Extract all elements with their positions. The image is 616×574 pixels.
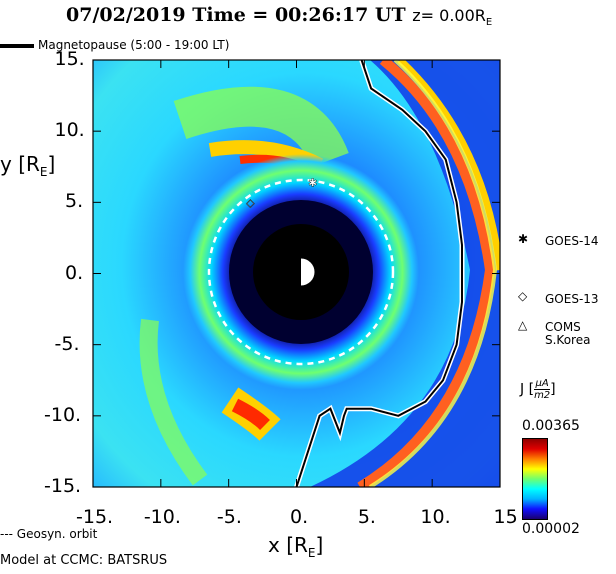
x-tick-label: -5. [216,506,242,528]
coms-label-korea: S.Korea [545,333,591,347]
colorbar [522,438,548,520]
colorbar-title: J [μA m2] [520,378,556,401]
earth-icon [286,257,316,287]
magnetopause-legend-label: Magnetopause (5:00 - 19:00 LT) [38,38,230,52]
x-tick-label: -10. [143,506,181,528]
magnetopause-line [295,60,463,487]
goes14-label: GOES-14 [545,234,599,248]
x-axis-title: x [RE] [268,533,324,560]
current-density-field [93,60,500,487]
x-tick-label: 5. [357,506,376,528]
colorbar-min-label: 0.00002 [522,521,580,537]
x-tick-label: -15. [76,506,114,528]
x-tick-label: 0. [290,506,309,528]
y-tick-label: -10. [44,403,82,426]
title-main: 07/02/2019 Time = 00:26:17 UT [66,4,406,26]
coms-label: COMS [545,320,581,334]
y-tick-label: -5. [54,332,80,355]
y-axis-title: y [RE] [0,152,56,179]
chart-title: 07/02/2019 Time = 00:26:17 UT z= 0.00RE [66,4,492,28]
title-z: z= 0.00RE [412,6,493,29]
coms-triangle-icon: △ [518,318,528,332]
y-tick-label: 5. [65,190,84,213]
y-tick-label: 10. [54,119,85,142]
goes13-diamond-icon: ◇ [518,289,528,303]
magnetopause-line-swatch [0,43,34,48]
x-tick-label: 10. [420,506,451,528]
goes13-label: GOES-13 [545,292,599,306]
y-tick-label: 15. [54,48,85,70]
y-tick-label: -15. [44,475,82,497]
magnetopause-legend: Magnetopause (5:00 - 19:00 LT) [0,38,229,52]
colorbar-max-label: 0.00365 [522,418,580,434]
goes-13-marker: ◇ [246,196,255,209]
geosync-orbit-line [207,178,395,366]
goes-14-marker: ✱ [308,176,317,189]
model-credit: Model at CCMC: BATSRUS [0,553,168,568]
y-tick-label: 0. [65,261,84,284]
geosync-legend-label: --- Geosyn. orbit [0,527,98,541]
x-tick-label: 15 [493,506,518,528]
goes14-star-icon: ✱ [518,232,529,246]
